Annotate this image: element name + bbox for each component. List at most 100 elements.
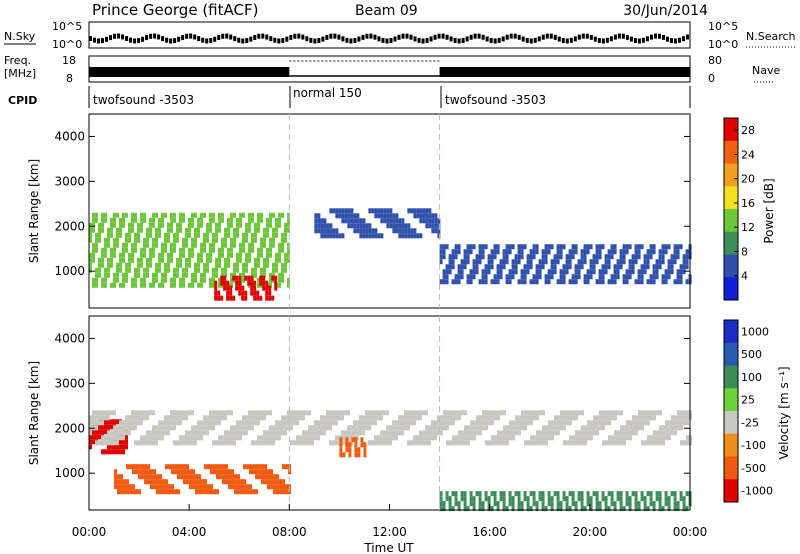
time-axis-label: Time UT (363, 541, 414, 554)
scatter-cell (134, 410, 137, 416)
scatter-cell (104, 435, 107, 441)
scatter-cell (251, 425, 254, 431)
scatter-cell (174, 489, 178, 495)
scatter-cell (623, 440, 626, 446)
scatter-cell (216, 469, 220, 475)
scatter-cell (380, 415, 383, 421)
scatter-cell (538, 491, 542, 497)
scatter-cell (186, 464, 190, 470)
scatter-cell (275, 420, 278, 426)
scatter-cell (152, 252, 155, 258)
scatter-cell (206, 252, 209, 258)
scatter-cell (608, 440, 611, 446)
scatter-cell (668, 430, 671, 436)
scatter-cell (511, 264, 515, 270)
colorbar-swatch (724, 433, 738, 457)
scatter-cell (466, 259, 470, 265)
scatter-cell (290, 425, 293, 431)
scatter-cell (260, 272, 263, 278)
scatter-cell (620, 410, 623, 416)
scatter-cell (146, 272, 149, 278)
scatter-cell (619, 249, 623, 255)
scatter-cell (601, 274, 605, 280)
scatter-cell (176, 262, 179, 268)
scatter-cell (646, 506, 650, 512)
scatter-cell (266, 252, 269, 258)
scatter-cell (464, 425, 467, 431)
scatter-cell (592, 254, 596, 260)
scatter-cell (494, 410, 497, 416)
freq-band (89, 67, 290, 77)
scatter-cell (188, 440, 191, 446)
scatter-cell (368, 228, 372, 234)
scatter-cell (287, 252, 290, 258)
scatter-cell (559, 501, 563, 507)
scatter-cell (110, 440, 113, 446)
scatter-cell (362, 420, 365, 426)
scatter-cell (472, 259, 476, 265)
scatter-cell (122, 282, 125, 288)
scatter-cell (152, 212, 155, 218)
scatter-cell (560, 410, 563, 416)
scatter-cell (592, 491, 596, 497)
scatter-cell (221, 212, 224, 218)
scatter-cell (281, 247, 284, 253)
scatter-cell (677, 425, 680, 431)
scatter-cell (605, 420, 608, 426)
scatter-cell (599, 420, 602, 426)
scatter-cell (649, 254, 653, 260)
scatter-cell (667, 269, 671, 275)
scatter-cell (445, 274, 449, 280)
scatter-cell (395, 228, 399, 234)
scatter-cell (347, 213, 351, 219)
scatter-cell (544, 244, 548, 250)
scatter-cell (494, 415, 497, 421)
noise-sample (373, 34, 377, 40)
scatter-cell (544, 249, 548, 255)
scatter-cell (668, 435, 671, 441)
scatter-cell (632, 415, 635, 421)
scatter-cell (517, 506, 521, 512)
scatter-cell (235, 275, 239, 281)
scatter-cell (368, 440, 371, 446)
scatter-cell (467, 425, 470, 431)
scatter-cell (611, 415, 614, 421)
noise-sample (149, 33, 153, 39)
scatter-cell (308, 425, 311, 431)
scatter-cell (185, 435, 188, 441)
noise-sample (225, 33, 229, 39)
scatter-cell (224, 227, 227, 233)
scatter-cell (634, 501, 638, 507)
scatter-cell (191, 440, 194, 446)
scatter-cell (116, 444, 119, 450)
scatter-cell (155, 425, 158, 431)
scatter-cell (182, 237, 185, 243)
scatter-cell (487, 269, 491, 275)
noise-sample (649, 34, 653, 40)
noise-left-label: N.Sky (4, 30, 36, 43)
scatter-cell (287, 222, 290, 228)
scatter-cell (278, 242, 281, 248)
scatter-cell (541, 259, 545, 265)
noise-sample (281, 38, 285, 44)
scatter-cell (401, 415, 404, 421)
scatter-cell (514, 269, 518, 275)
scatter-cell (568, 259, 572, 265)
scatter-cell (481, 506, 485, 512)
scatter-cell (463, 254, 467, 260)
scatter-cell (653, 410, 656, 416)
colorbar-swatch (724, 277, 738, 301)
noise-sample (129, 37, 133, 43)
scatter-cell (146, 262, 149, 268)
scatter-cell (508, 496, 512, 502)
scatter-cell (637, 279, 641, 285)
noise-sample (301, 34, 305, 40)
scatter-cell (239, 272, 242, 278)
scatter-cell (107, 449, 110, 455)
scatter-cell (437, 218, 441, 224)
scatter-cell (107, 415, 110, 421)
scatter-cell (512, 425, 515, 431)
noise-sample (505, 34, 509, 40)
scatter-cell (437, 420, 440, 426)
scatter-cell (185, 257, 188, 263)
